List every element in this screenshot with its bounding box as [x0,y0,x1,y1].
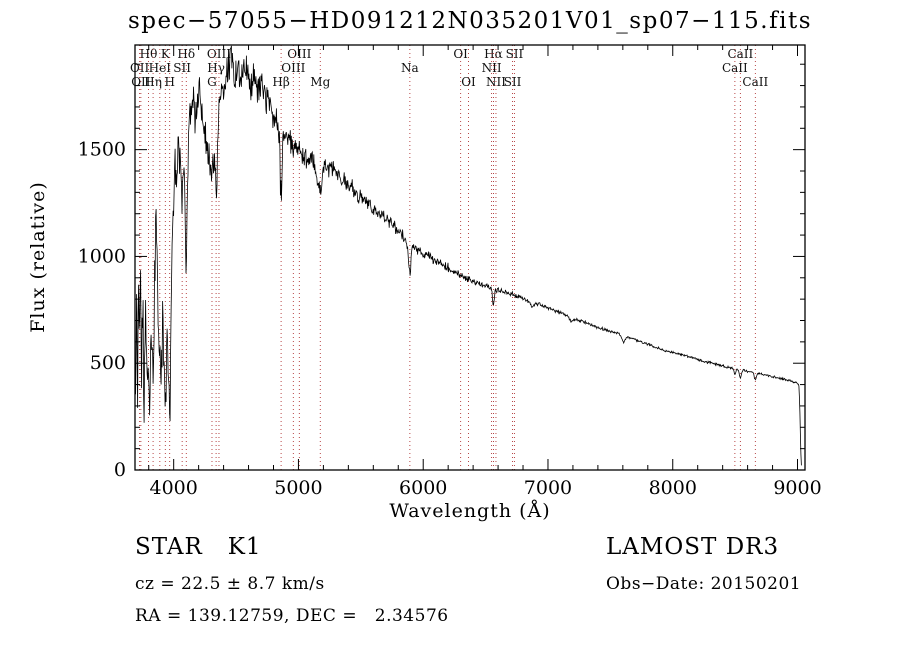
spectral-line-label: NII [486,75,506,89]
spectral-line-label: Hγ [207,61,225,75]
x-tick-label: 8000 [649,477,697,499]
ra-dec-value: RA = 139.12759, DEC = 2.34576 [135,606,449,626]
axis-frame [134,44,806,471]
spectral-line-label: SII [173,61,191,75]
spectral-line-label: OIII [207,47,231,61]
spectral-line-label: Hα [484,47,503,61]
x-tick-label: 6000 [399,477,447,499]
spectral-line-label: HeI [149,61,172,75]
spectral-line-label: CaII [722,61,748,75]
spectral-line-label: Na [401,61,419,75]
plot-title: spec−57055−HD091212N035201V01_sp07−115.f… [127,8,813,34]
x-axis-label: Wavelength (Å) [389,500,551,522]
spectral-line-label: OI [453,47,468,61]
x-tick-label: 9000 [773,477,821,499]
plot-frame [134,44,806,471]
spectral-line-label: NII [482,61,502,75]
spectral-line-label: CaII [727,47,753,61]
spectral-line-label: K [161,47,171,61]
y-tick-label: 500 [90,352,126,374]
spectral-line-label: G [207,75,217,89]
spectral-line-label: OI [461,75,476,89]
object-class-label: STAR K1 [135,534,262,560]
x-tick-label: 7000 [524,477,572,499]
spectrum-path [135,45,802,466]
spectral-line-label: Hδ [177,47,195,61]
spectral-line-label: Hβ [272,75,289,89]
y-tick-label: 1000 [78,245,126,267]
obs-date: Obs−Date: 20150201 [606,574,802,594]
survey-label: LAMOST DR3 [606,534,780,560]
spectral-line-label: SII [506,47,524,61]
x-tick-label: 4000 [149,477,197,499]
y-tick-label: 1500 [78,139,126,161]
spectral-line-label: OIII [281,61,305,75]
spectral-line-label: OII [130,61,150,75]
cz-value: cz = 22.5 ± 8.7 km/s [135,574,325,594]
y-tick-label: 0 [114,459,126,481]
spectral-line-label: CaII [742,75,768,89]
spectral-line-label: Hη [144,75,162,89]
spectral-line-label: OIII [287,47,311,61]
spectral-line-label: H [164,75,174,89]
spectral-line-label: SII [504,75,522,89]
spectral-line-label: Mg [310,75,330,89]
x-tick-label: 5000 [274,477,322,499]
